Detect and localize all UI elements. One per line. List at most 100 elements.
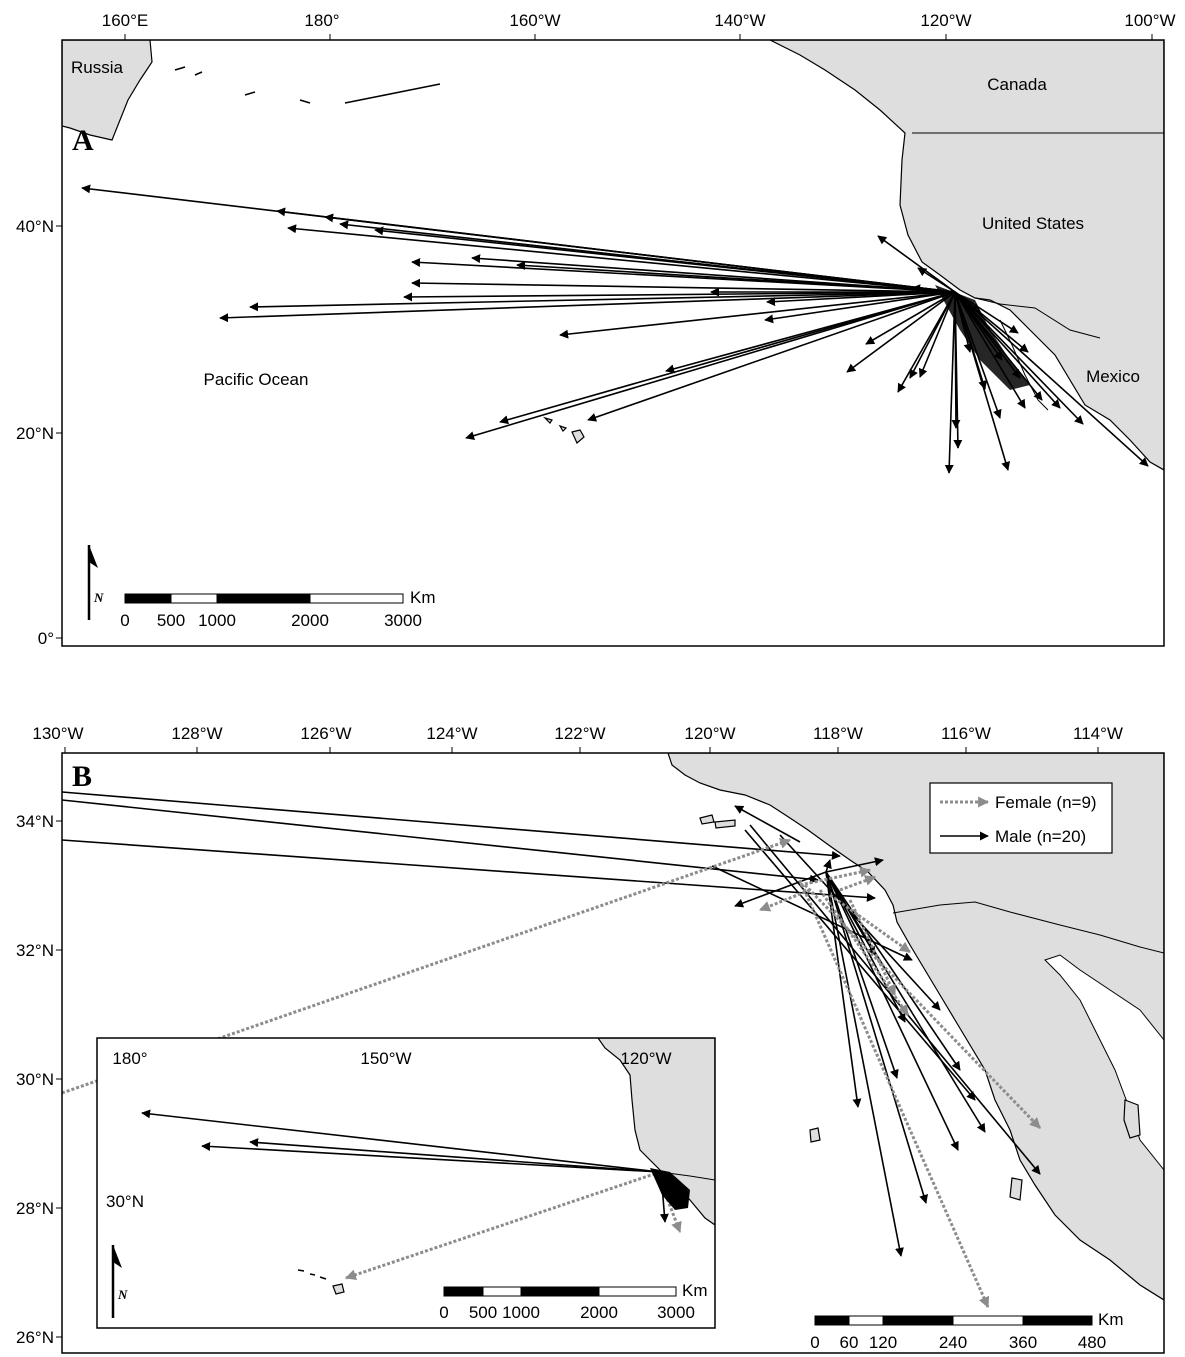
lat-label: 40°N [16,217,54,236]
scalebar-tick: 3000 [384,611,422,630]
track-male [865,291,956,345]
track-male [954,291,1149,467]
inset-scalebar-tick: 500 [469,1303,497,1322]
panel-b-frame [61,752,1165,1354]
lon-label: 100°W [1124,11,1175,30]
track-male [516,261,956,293]
track-female [798,879,990,1309]
track-male [917,267,956,293]
border-us-mexico [892,901,1164,954]
scalebar-unit: Km [1098,1310,1124,1329]
island [699,814,715,825]
panel-a-scalebar: Km 0 500 1000 2000 3000 [120,588,435,630]
inset-hawaii [332,1283,345,1295]
track-male [403,291,956,302]
inset-scalebar-tick: 1000 [502,1303,540,1322]
track-male [201,1141,661,1173]
lat-label: 0° [38,629,54,648]
track-male [61,799,819,884]
inset-lon-label: 150°W [360,1049,411,1068]
inset-lon-label: 120°W [620,1049,671,1068]
inset-land-north-america [597,1038,715,1226]
track-male [749,824,1041,1175]
lon-label: 130°W [32,724,83,743]
track-male [249,1138,661,1173]
track-female [344,1170,661,1281]
lon-label: 114°W [1073,724,1123,743]
track-male [219,291,956,323]
panel-b-male-tracks [61,791,1041,1257]
scalebar-tick: 1000 [198,611,236,630]
track-male [659,1184,669,1223]
track-female [839,875,877,892]
lon-label: 116°W [941,724,991,743]
panel-b-lat-axis: 34°N 32°N 30°N 28°N 26°N [16,812,62,1347]
lon-label: 126°W [300,724,351,743]
track-female [61,838,792,1095]
panel-a-tracks [81,184,1149,474]
panel-a-land [62,40,1164,471]
border-us-mexico [974,297,1101,339]
panel-b: B 130°W 128°W 126°W 124°W 122°W 120°W 11… [16,724,1165,1354]
track-male [559,291,956,339]
panel-b-female-tracks [61,838,1042,1309]
lon-label: 120°W [920,11,971,30]
inset-land [297,1038,715,1295]
label-pacific-ocean: Pacific Ocean [204,370,309,389]
track-female [660,1184,682,1234]
lat-label: 26°N [16,1328,54,1347]
track-male [766,291,956,307]
inset-frame [96,1037,716,1329]
lat-label: 32°N [16,941,54,960]
inset-scalebar-tick: 3000 [657,1303,695,1322]
inset-scalebar-unit: Km [682,1281,708,1300]
panel-a-frame [61,39,1165,647]
panel-b-scalebar: Km 0 60 120 240 360 480 [810,1310,1123,1352]
scalebar-tick: 120 [869,1333,897,1352]
inset-scalebar-tick: 2000 [580,1303,618,1322]
track-male [825,871,959,1151]
legend: Female (n=9) Male (n=20) [929,782,1113,854]
track-male [587,291,956,422]
track-male [825,871,899,1079]
panel-b-lon-axis: 130°W 128°W 126°W 124°W 122°W 120°W 118°… [32,724,1123,753]
track-male [825,871,904,1257]
lon-label: 160°W [509,11,560,30]
lon-label: 124°W [426,724,477,743]
track-male [374,226,956,293]
panel-a-lon-axis: 160°E 180° 160°W 140°W 120°W 100°W [102,11,1176,40]
track-male [744,829,976,1101]
scalebar-tick: 0 [810,1333,819,1352]
inset-scalebar-tick: 0 [439,1303,448,1322]
inset-track-cluster [650,1168,690,1210]
land-california-baja [667,753,1164,1301]
panel-b-letter: B [72,760,92,793]
lat-label: 20°N [16,424,54,443]
panel-a: A 160°E 180° 160°W 140°W 120°W 100°W 40°… [16,11,1176,648]
track-male [823,859,832,873]
lon-label: 122°W [554,724,605,743]
track-male [411,278,956,293]
track-male [734,805,801,843]
island [809,1127,821,1143]
track-male [249,291,956,312]
aleutian-islands [174,66,441,104]
label-united-states: United States [982,214,1084,233]
track-male [141,1109,661,1173]
track-female [848,899,897,996]
scalebar-unit: Km [410,588,436,607]
lon-label: 128°W [171,724,222,743]
scalebar-tick: 0 [120,611,129,630]
lon-label: 140°W [714,11,765,30]
island [1123,1099,1141,1139]
label-russia: Russia [71,58,124,77]
lon-label: 160°E [102,11,149,30]
track-male [61,791,841,860]
island [714,819,736,829]
lat-label: 30°N [16,1070,54,1089]
inset-north-arrow: N [111,1245,128,1318]
scalebar-tick: 60 [840,1333,859,1352]
inset-map: 180° 150°W 120°W 30°N N Km 0 500 1000 20… [96,1037,716,1329]
lon-label: 180° [304,11,339,30]
